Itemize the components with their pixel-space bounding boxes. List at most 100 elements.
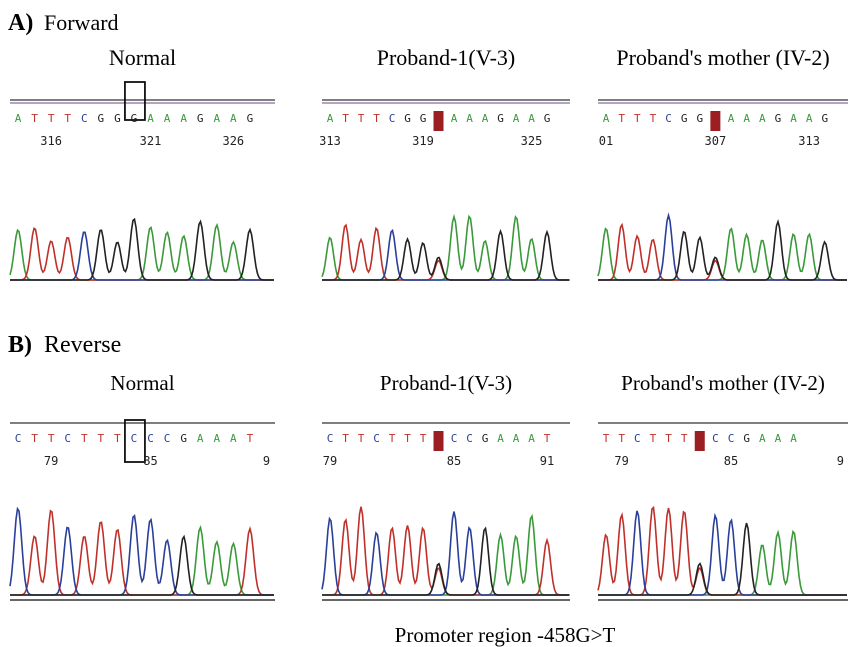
base: T: [544, 432, 551, 445]
base: T: [48, 432, 55, 445]
base: A: [213, 432, 220, 445]
base: T: [618, 112, 625, 125]
section-title: Reverse: [44, 332, 121, 358]
base: C: [131, 432, 138, 445]
base: C: [728, 432, 735, 445]
base: T: [114, 432, 121, 445]
panel-title: Proband-1(V-3): [380, 371, 512, 395]
base: T: [681, 432, 688, 445]
base: T: [650, 432, 657, 445]
trace: [322, 528, 570, 595]
mutation-box: [434, 431, 444, 451]
trace: [598, 215, 847, 280]
base: A: [466, 112, 473, 125]
position: 313: [798, 134, 820, 148]
base: A: [759, 432, 766, 445]
trace: [10, 219, 274, 280]
base: A: [451, 112, 458, 125]
position: 01: [599, 134, 613, 148]
base: T: [247, 432, 254, 445]
trace: [322, 225, 570, 280]
base: C: [81, 112, 88, 125]
base: T: [81, 432, 88, 445]
base: G: [420, 112, 427, 125]
base: T: [48, 112, 55, 125]
base: A: [775, 432, 782, 445]
page: A) Forward B) Reverse Promoter region -4…: [0, 0, 853, 647]
base: G: [544, 112, 551, 125]
trace: [598, 511, 847, 595]
mutation-box: [710, 111, 720, 131]
panel-title: Normal: [109, 45, 176, 70]
position: 9: [837, 454, 844, 468]
base: A: [213, 112, 220, 125]
base: A: [497, 432, 504, 445]
figure: A) Forward B) Reverse Promoter region -4…: [0, 0, 853, 647]
position: 85: [447, 454, 461, 468]
base: A: [513, 432, 520, 445]
position: 316: [40, 134, 62, 148]
base: A: [147, 112, 154, 125]
base: T: [342, 432, 349, 445]
base: A: [790, 112, 797, 125]
base: T: [358, 112, 365, 125]
base: G: [821, 112, 828, 125]
base: C: [64, 432, 71, 445]
base: A: [327, 112, 334, 125]
base: A: [759, 112, 766, 125]
base: A: [482, 112, 489, 125]
panel-title: Proband's mother (IV-2): [621, 371, 825, 395]
position: 79: [614, 454, 628, 468]
base: G: [114, 112, 121, 125]
base: C: [634, 432, 641, 445]
base: A: [513, 112, 520, 125]
base: T: [373, 112, 380, 125]
base: T: [31, 432, 38, 445]
base: A: [164, 112, 171, 125]
position: 79: [323, 454, 337, 468]
base: T: [98, 432, 105, 445]
base: G: [497, 112, 504, 125]
position: 91: [540, 454, 554, 468]
base: C: [373, 432, 380, 445]
base: A: [15, 112, 22, 125]
base: T: [31, 112, 38, 125]
base: A: [728, 112, 735, 125]
position: 325: [521, 134, 543, 148]
position: 307: [705, 134, 727, 148]
section-title: Forward: [44, 10, 119, 35]
base: A: [197, 432, 204, 445]
base: G: [247, 112, 254, 125]
position: 85: [143, 454, 157, 468]
base: C: [665, 112, 672, 125]
base: T: [634, 112, 641, 125]
base: A: [528, 432, 535, 445]
base: C: [451, 432, 458, 445]
base: G: [696, 112, 703, 125]
base: A: [528, 112, 535, 125]
base: G: [197, 112, 204, 125]
base: T: [64, 112, 71, 125]
position: 313: [319, 134, 341, 148]
panel-title: Proband's mother (IV-2): [616, 45, 829, 70]
position: 321: [140, 134, 162, 148]
mutation-box: [695, 431, 705, 451]
base: G: [681, 112, 688, 125]
base: T: [404, 432, 411, 445]
base: T: [420, 432, 427, 445]
base: T: [358, 432, 365, 445]
base: A: [603, 112, 610, 125]
trace: [598, 523, 847, 595]
base: T: [389, 432, 396, 445]
base: A: [230, 432, 237, 445]
section-label: B): [8, 332, 32, 358]
base: C: [389, 112, 396, 125]
panel-title: Normal: [110, 371, 174, 395]
position: 319: [412, 134, 434, 148]
base: A: [790, 432, 797, 445]
base: C: [712, 432, 719, 445]
base: G: [482, 432, 489, 445]
position: 326: [222, 134, 244, 148]
base: G: [404, 112, 411, 125]
base: T: [665, 432, 672, 445]
